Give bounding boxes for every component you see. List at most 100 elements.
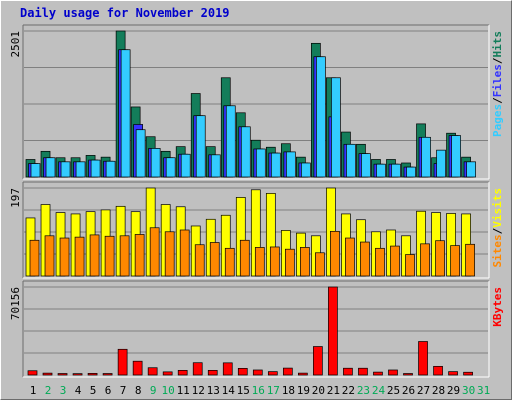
bar-hits [135, 129, 146, 178]
bar-hits [120, 49, 131, 178]
bar-sites [224, 247, 235, 277]
bar-sites [164, 231, 175, 277]
bar-kbytes [147, 367, 158, 376]
legend-entry: KBytes [491, 287, 504, 327]
bar-sites [149, 227, 160, 277]
day-label: 31 [477, 384, 490, 397]
day-label: 14 [222, 384, 236, 397]
day-label: 25 [387, 384, 400, 397]
bar-kbytes [237, 368, 248, 376]
bar-sites [375, 247, 385, 277]
bar-hits [466, 161, 476, 178]
bar-kbytes [72, 373, 83, 376]
bar-kbytes [313, 346, 323, 376]
bar-hits [391, 163, 401, 178]
legend-entry: Hits [491, 31, 504, 58]
bar-hits [30, 163, 41, 178]
bar-hits [150, 148, 161, 178]
bar-sites [209, 242, 220, 277]
day-label: 1 [30, 384, 37, 397]
bar-hits [240, 126, 251, 178]
bar-hits [210, 154, 221, 178]
bar-sites [465, 243, 475, 277]
bar-kbytes [463, 371, 473, 376]
bar-kbytes [388, 369, 398, 376]
bar-hits [75, 161, 86, 178]
bar-kbytes [267, 371, 278, 376]
bar-sites [405, 254, 415, 277]
bar-kbytes [328, 286, 338, 376]
bar-sites [390, 245, 400, 277]
bar-kbytes [403, 373, 413, 376]
bar-hits [376, 163, 386, 178]
bar-sites [179, 229, 190, 277]
legend-entry: Pages [491, 104, 504, 137]
legend-hits: Pages/Files/Hits [491, 31, 504, 137]
legend-visits: Sites/Visits [491, 188, 504, 268]
day-label: 7 [120, 384, 127, 397]
bar-hits [165, 157, 176, 178]
day-label: 19 [297, 384, 310, 397]
bar-sites [300, 247, 310, 277]
day-label: 6 [105, 384, 112, 397]
bar-hits [90, 159, 101, 178]
bar-hits [451, 135, 461, 178]
day-label: 28 [432, 384, 445, 397]
bar-kbytes [177, 370, 188, 376]
bar-kbytes [132, 360, 143, 376]
bar-kbytes [27, 370, 38, 376]
day-label: 15 [237, 384, 250, 397]
max-label-hits: 2501 [9, 31, 22, 58]
bar-sites [435, 240, 445, 277]
bar-sites [269, 246, 280, 277]
bar-kbytes [358, 367, 368, 376]
bar-sites [330, 230, 340, 277]
day-label: 2 [45, 384, 52, 397]
bar-hits [361, 153, 371, 178]
bar-sites [450, 245, 460, 277]
bar-sites [134, 234, 145, 277]
bar-sites [89, 234, 100, 277]
day-label: 5 [90, 384, 97, 397]
day-label: 30 [462, 384, 475, 397]
bar-kbytes [282, 367, 293, 376]
bar-sites [104, 235, 115, 277]
bar-kbytes [102, 373, 113, 376]
day-label: 4 [75, 384, 82, 397]
legend-entry: / [491, 57, 504, 64]
bar-sites [239, 239, 250, 277]
bar-kbytes [87, 373, 98, 376]
bar-hits [285, 151, 296, 178]
bar-sites [284, 248, 295, 277]
bar-hits [45, 157, 56, 178]
bar-hits [225, 105, 236, 178]
bar-sites [59, 237, 70, 277]
bar-kbytes [192, 362, 203, 376]
bar-sites [345, 237, 355, 277]
max-label-visits: 197 [9, 188, 22, 208]
legend-entry: Sites [491, 234, 504, 267]
bar-kbytes [117, 348, 128, 376]
day-label: 23 [357, 384, 370, 397]
bar-hits [421, 136, 431, 178]
legend-entry: / [491, 97, 504, 104]
day-label: 24 [372, 384, 386, 397]
bar-kbytes [373, 371, 383, 376]
day-label: 3 [60, 384, 67, 397]
day-label: 27 [417, 384, 430, 397]
bar-hits [436, 149, 446, 178]
bar-hits [331, 77, 341, 178]
day-label: 17 [267, 384, 280, 397]
day-label: 26 [402, 384, 415, 397]
day-label: 9 [150, 384, 157, 397]
bar-hits [406, 166, 416, 178]
day-label: 10 [162, 384, 175, 397]
bar-hits [346, 143, 356, 178]
legend-kbytes: KBytes [491, 287, 504, 327]
bar-sites [420, 243, 430, 277]
day-label: 16 [252, 384, 265, 397]
bar-sites [194, 244, 205, 277]
bar-kbytes [343, 367, 353, 376]
bar-sites [119, 235, 130, 277]
